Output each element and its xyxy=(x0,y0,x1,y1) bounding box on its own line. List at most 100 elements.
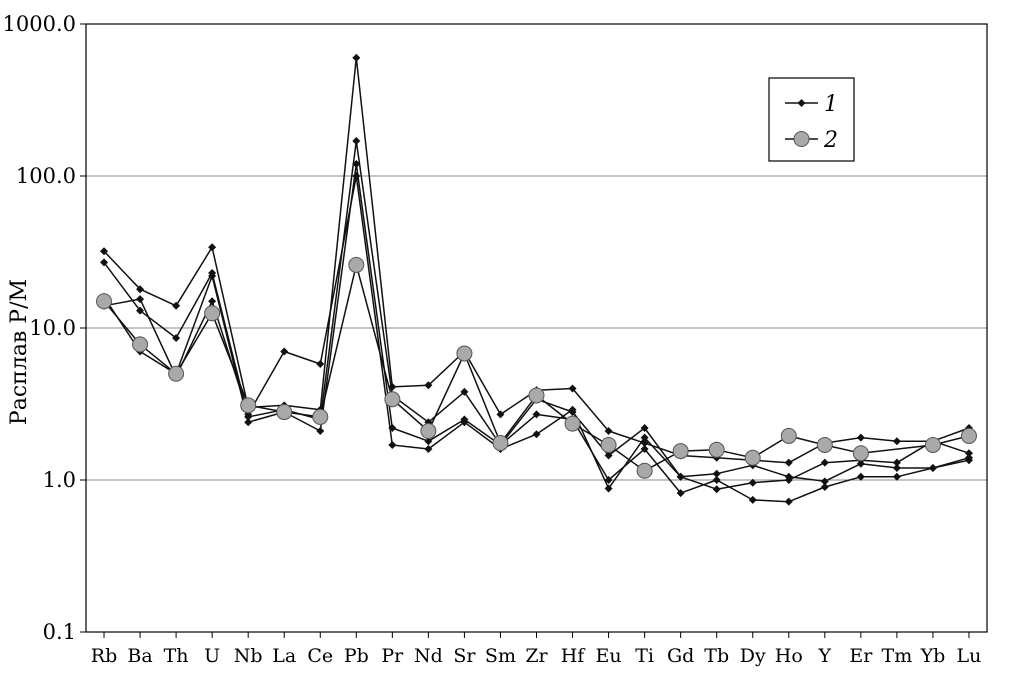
data-point xyxy=(316,359,325,368)
data-point xyxy=(528,387,545,404)
x-tick-label: Ba xyxy=(127,645,152,667)
data-point xyxy=(892,463,901,472)
data-point xyxy=(532,430,541,439)
x-tick-label: Th xyxy=(164,645,189,667)
data-point xyxy=(784,472,793,481)
data-point xyxy=(388,440,397,449)
data-point xyxy=(348,256,365,273)
data-point xyxy=(640,444,649,453)
data-point xyxy=(964,449,973,458)
data-point xyxy=(280,347,289,356)
data-point xyxy=(352,53,361,62)
series-5 xyxy=(96,256,977,479)
data-point xyxy=(204,305,221,322)
data-point xyxy=(636,462,653,479)
data-point xyxy=(928,463,937,472)
legend-marker-circle xyxy=(793,131,810,147)
data-point xyxy=(672,443,689,460)
data-point xyxy=(532,410,541,419)
data-point xyxy=(892,458,901,467)
data-point xyxy=(172,301,181,310)
x-tick-label: Tm xyxy=(882,645,913,667)
series-group xyxy=(96,53,977,506)
x-tick-label: Ce xyxy=(307,645,333,667)
x-tick-label: Sm xyxy=(485,645,516,667)
legend: 1 2 xyxy=(768,77,855,162)
data-point xyxy=(568,384,577,393)
data-point xyxy=(712,476,721,484)
data-point xyxy=(780,427,797,444)
data-point xyxy=(604,484,613,493)
data-point xyxy=(784,497,793,506)
data-point xyxy=(244,418,253,427)
data-point xyxy=(964,453,973,462)
x-tick-label: Nb xyxy=(234,645,263,667)
x-tick-label: Tb xyxy=(704,645,729,667)
data-point xyxy=(676,472,685,481)
data-point xyxy=(100,247,109,256)
y-tick-label: 1000.0 xyxy=(3,12,76,36)
data-point xyxy=(168,365,185,382)
data-point xyxy=(640,423,649,432)
data-point xyxy=(492,435,509,452)
data-point xyxy=(172,333,181,342)
data-point xyxy=(856,433,865,442)
x-tick-label: Y xyxy=(818,645,832,667)
x-axis-ticks: Rb Ba Th U Nb La Ce Pb Pr Nd Sr Sm Zr Hf Eu Ti Gd Tb Dy Ho Y… xyxy=(91,632,981,667)
data-point xyxy=(600,436,617,453)
data-point xyxy=(712,485,721,494)
x-tick-label: Nd xyxy=(414,645,443,667)
x-tick-label: Ho xyxy=(775,645,803,667)
data-point xyxy=(208,297,217,306)
data-point xyxy=(820,482,829,491)
data-point xyxy=(748,478,757,487)
data-point xyxy=(316,427,325,436)
x-tick-label: Hf xyxy=(561,645,587,667)
data-point xyxy=(424,437,433,446)
y-axis-ticks: 0.1 1.0 10.0 100.0 1000.0 xyxy=(3,12,86,644)
data-point xyxy=(568,405,577,414)
series-line xyxy=(103,163,970,503)
data-point xyxy=(424,381,433,390)
data-point xyxy=(784,458,793,467)
data-point xyxy=(676,489,685,498)
data-point xyxy=(712,469,721,478)
data-point xyxy=(852,445,869,462)
x-tick-label: La xyxy=(272,645,296,667)
x-tick-label: Pr xyxy=(381,645,404,667)
data-point xyxy=(100,258,109,267)
data-point xyxy=(960,427,977,444)
y-axis-title: Расплав P/M xyxy=(7,279,32,425)
y-tick-label: 10.0 xyxy=(29,316,76,340)
legend-marker-diamond xyxy=(797,99,806,107)
data-point xyxy=(604,451,613,460)
data-point xyxy=(208,271,217,280)
data-point xyxy=(352,172,361,180)
data-point xyxy=(892,472,901,481)
x-tick-label: U xyxy=(204,645,220,667)
grid-lines xyxy=(86,175,987,481)
data-point xyxy=(856,459,865,468)
data-point xyxy=(816,436,833,453)
data-point xyxy=(136,306,145,315)
data-point xyxy=(424,444,433,453)
data-point xyxy=(312,408,329,425)
legend-box xyxy=(768,77,855,162)
x-tick-label: Rb xyxy=(91,645,117,667)
data-point xyxy=(820,477,829,486)
x-tick-label: Zr xyxy=(525,645,548,667)
data-point xyxy=(96,293,113,310)
legend-label-2: 2 xyxy=(823,128,838,153)
y-tick-label: 1.0 xyxy=(43,468,76,492)
series-line xyxy=(103,264,970,472)
data-point xyxy=(744,449,761,466)
data-point xyxy=(604,476,613,484)
data-point xyxy=(460,418,469,427)
y-tick-label: 100.0 xyxy=(16,164,76,188)
legend-label-1: 1 xyxy=(824,92,838,117)
data-point xyxy=(460,387,469,396)
data-point xyxy=(136,295,145,304)
data-point xyxy=(136,285,145,294)
x-tick-label: Sr xyxy=(453,645,476,667)
